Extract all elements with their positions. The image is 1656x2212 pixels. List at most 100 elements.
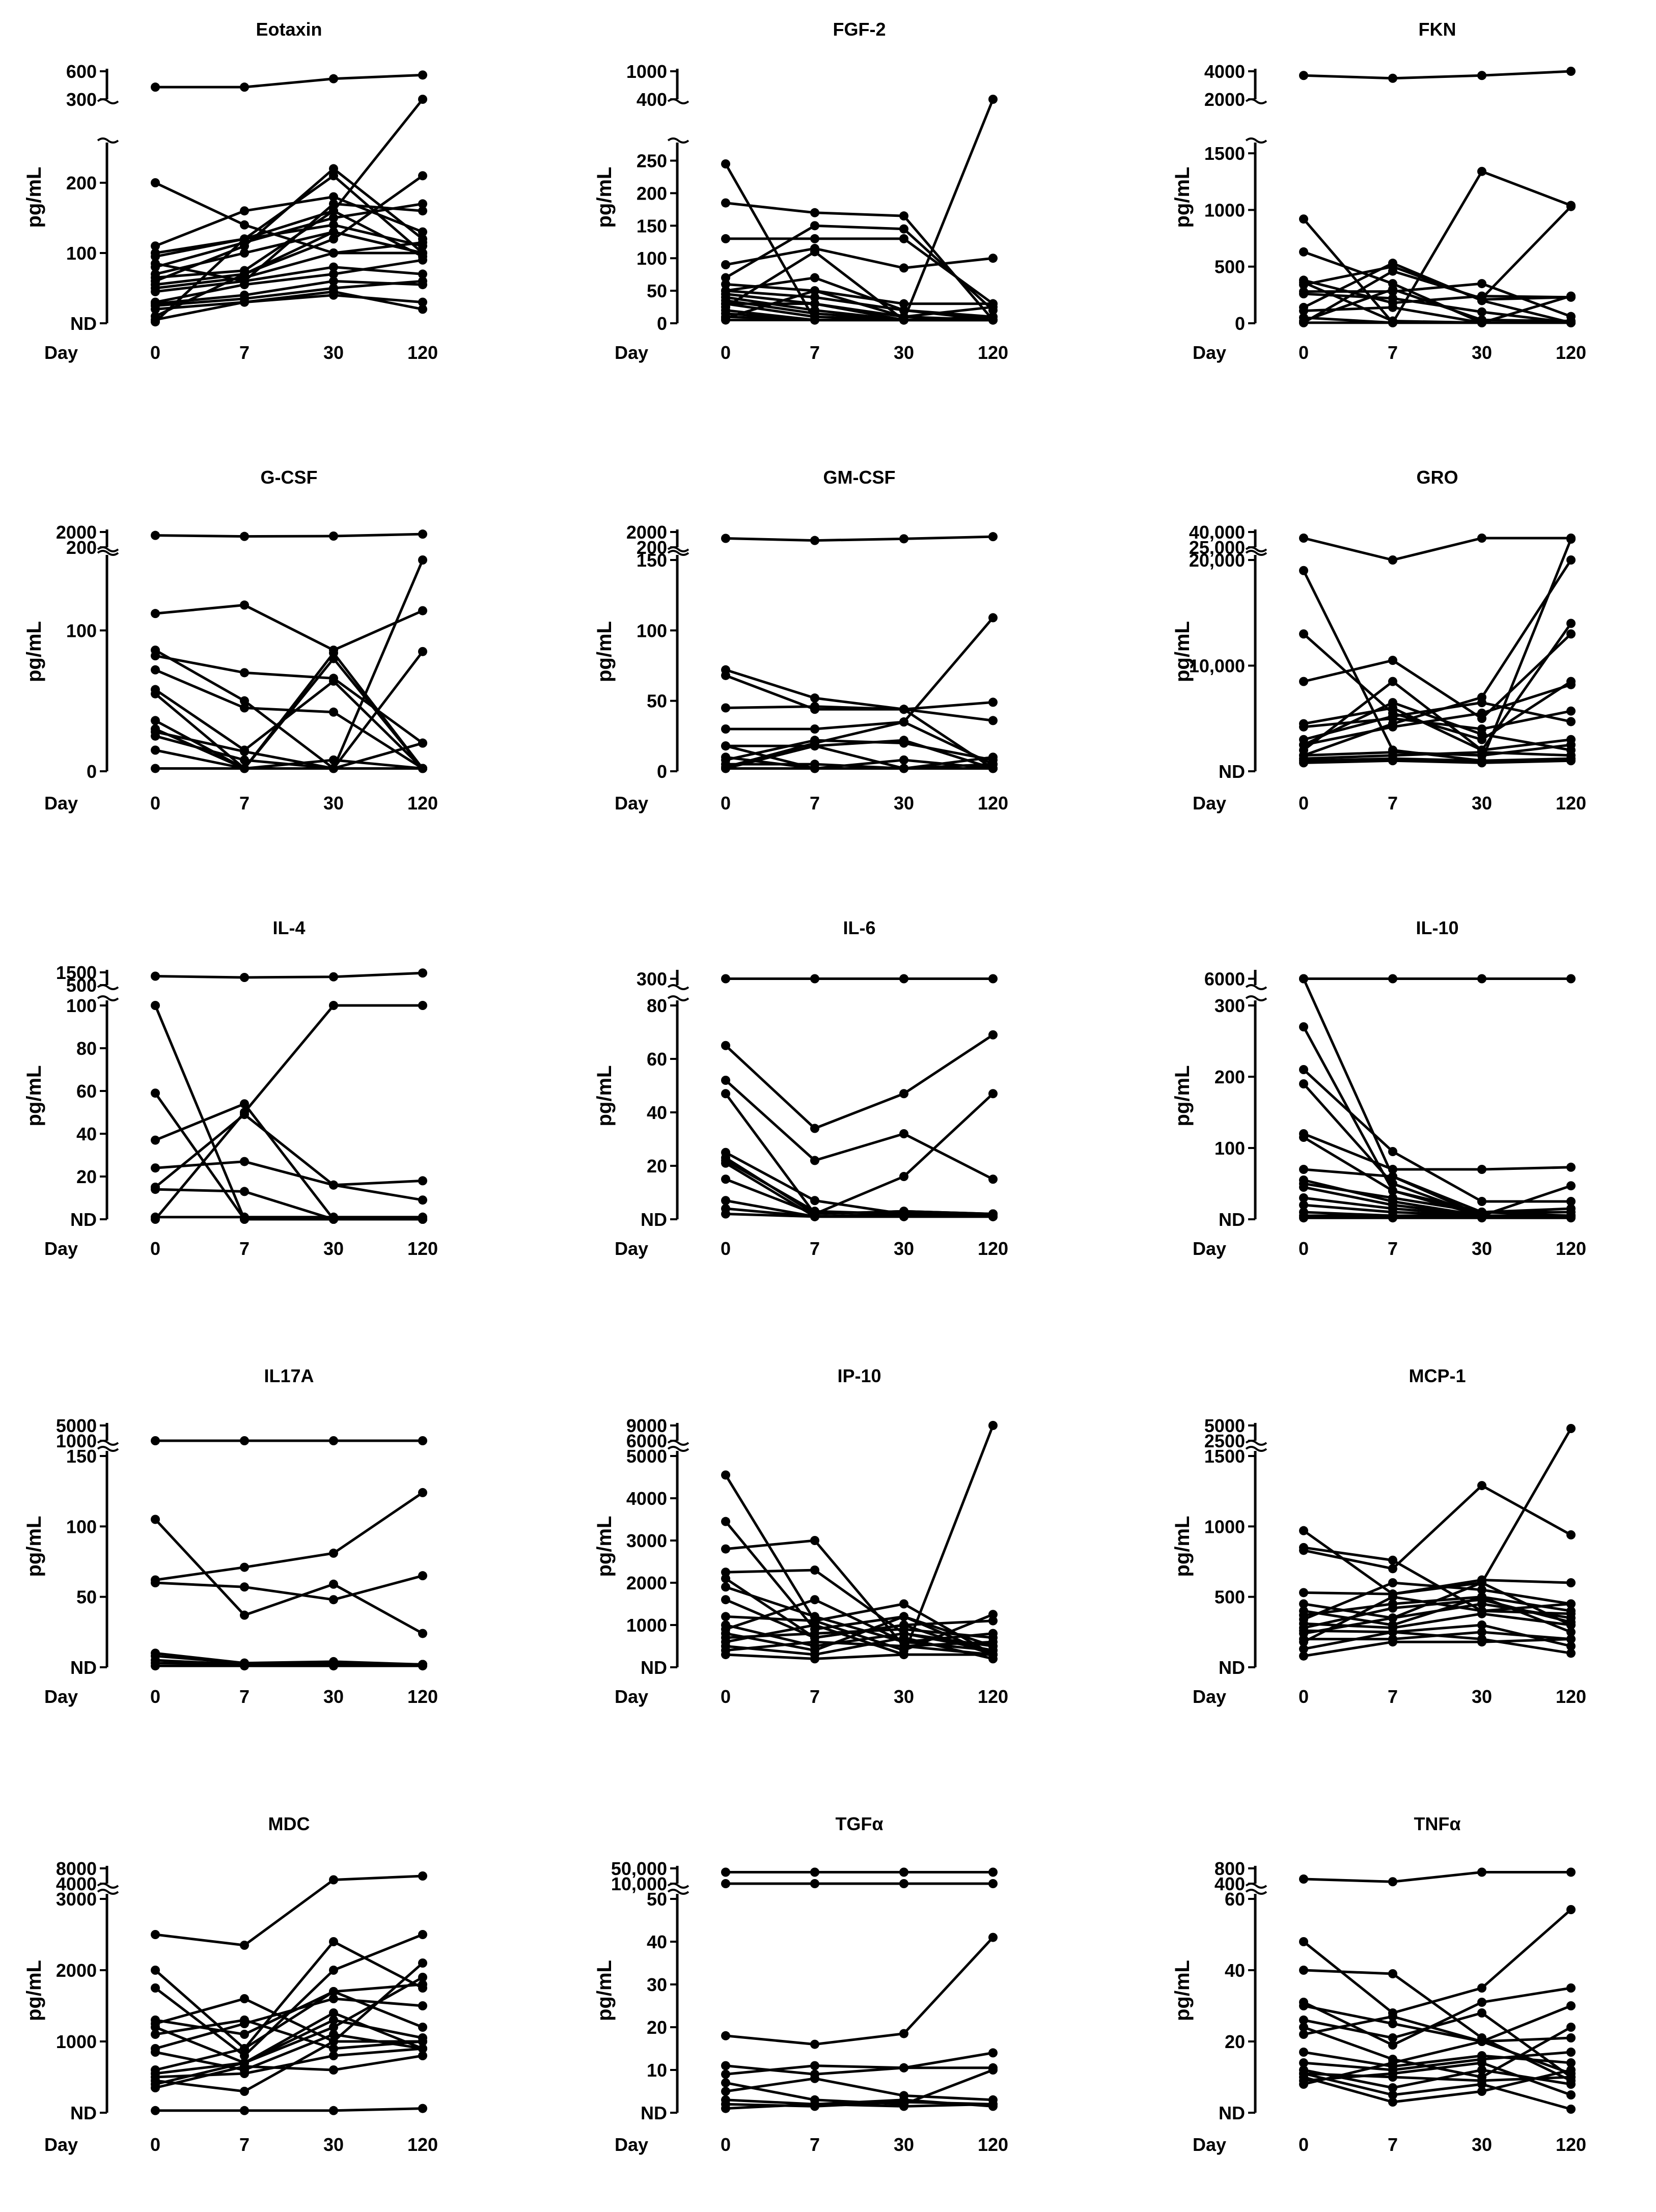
data-point	[1299, 1193, 1308, 1202]
data-point	[1299, 1022, 1308, 1031]
data-point	[240, 297, 249, 307]
data-point	[721, 1076, 730, 1085]
data-point	[899, 211, 908, 221]
data-point	[899, 1879, 908, 1888]
data-point	[151, 178, 160, 187]
data-point	[1388, 698, 1397, 708]
data-point	[988, 1174, 998, 1184]
data-point	[151, 1661, 160, 1671]
data-point	[899, 738, 908, 748]
x-tick-label: 120	[407, 2134, 438, 2155]
data-point	[1299, 750, 1308, 760]
x-axis-label: Day	[44, 793, 78, 814]
series-line	[154, 1113, 423, 1188]
x-tick-label: 0	[1299, 1686, 1309, 1707]
data-point	[1299, 629, 1308, 639]
y-tick-label: ND	[641, 1209, 667, 1230]
y-tick-label: 20,000	[1189, 550, 1245, 571]
data-point	[899, 717, 908, 727]
data-point	[899, 1641, 908, 1651]
x-tick-label: 30	[1472, 793, 1492, 814]
data-point	[988, 1867, 998, 1877]
data-point	[1388, 1555, 1397, 1565]
x-tick-label: 120	[978, 793, 1008, 814]
series-line	[155, 2107, 423, 2112]
y-tick-label: 40	[647, 1102, 667, 1123]
series-line	[1303, 1871, 1571, 1883]
y-tick-label: 100	[637, 620, 667, 641]
data-point	[329, 1595, 338, 1605]
data-point	[1299, 2023, 1308, 2032]
x-tick-label: 0	[150, 342, 160, 363]
series-line	[725, 1640, 993, 1652]
data-point	[721, 1470, 730, 1480]
series-line	[1303, 1638, 1571, 1658]
data-point	[988, 716, 998, 725]
y-tick-label: 150	[637, 215, 667, 236]
data-point	[329, 74, 338, 83]
x-tick-label: 120	[407, 793, 438, 814]
series-line	[1303, 759, 1571, 764]
data-point	[810, 299, 819, 309]
axis-break	[1245, 1446, 1267, 1452]
data-point	[810, 1212, 819, 1221]
series-line	[155, 290, 423, 311]
data-point	[418, 241, 427, 251]
y-tick-label: 1000	[56, 2031, 97, 2052]
data-point	[1388, 719, 1397, 729]
data-point	[810, 2039, 819, 2049]
x-axis-label: Day	[615, 793, 648, 814]
series-line	[155, 1491, 424, 1581]
data-point	[810, 764, 819, 773]
data-point	[1566, 745, 1576, 755]
data-point	[151, 609, 160, 619]
data-point	[1477, 2037, 1486, 2046]
data-point	[1299, 316, 1308, 326]
series-line	[155, 2019, 423, 2075]
data-point	[721, 1089, 730, 1099]
data-point	[1388, 974, 1397, 984]
series-line	[725, 247, 993, 269]
data-point	[721, 1517, 730, 1526]
data-point	[1299, 1874, 1308, 1884]
data-point	[1299, 1200, 1308, 1210]
data-point	[988, 760, 998, 769]
x-tick-label: 7	[810, 342, 820, 363]
data-point	[1299, 1526, 1308, 1535]
data-point	[1477, 2008, 1486, 2018]
data-point	[1299, 1179, 1308, 1188]
data-point	[810, 1629, 819, 1638]
x-tick-label: 0	[150, 2134, 160, 2155]
data-point	[329, 2015, 338, 2025]
y-tick-label: 150	[637, 550, 667, 571]
data-point	[721, 703, 730, 713]
panel-title: MDC	[268, 1813, 310, 1834]
data-point	[899, 2063, 908, 2073]
data-point	[1388, 1193, 1397, 1202]
data-point	[988, 1879, 998, 1888]
series-line	[154, 209, 424, 323]
data-point	[1566, 1867, 1576, 1877]
x-tick-label: 120	[1556, 342, 1586, 363]
data-point	[1299, 1079, 1308, 1088]
data-point	[988, 302, 998, 312]
data-point	[721, 1574, 730, 1583]
data-point	[418, 304, 427, 314]
data-point	[1566, 202, 1576, 211]
data-point	[1566, 1641, 1576, 1651]
x-tick-label: 7	[239, 1238, 250, 1259]
data-point	[418, 297, 427, 307]
data-point	[151, 1185, 160, 1194]
data-point	[1566, 706, 1576, 716]
data-point	[1477, 2087, 1486, 2096]
data-point	[1477, 1867, 1486, 1877]
panel-title: TNFα	[1414, 1813, 1460, 1834]
series-line	[1303, 70, 1571, 80]
y-tick-label: 200	[637, 537, 667, 558]
data-point	[418, 2001, 427, 2010]
series-line	[1303, 1168, 1571, 1214]
x-tick-label: 7	[239, 2134, 250, 2155]
data-point	[418, 251, 427, 261]
data-point	[988, 613, 998, 623]
data-point	[721, 234, 730, 243]
